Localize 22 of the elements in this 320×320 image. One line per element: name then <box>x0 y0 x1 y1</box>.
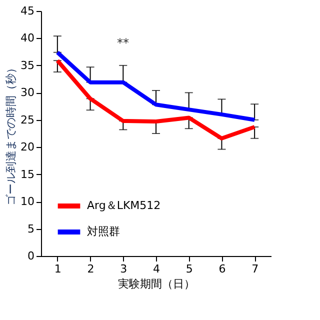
y-axis-title: ゴール到達までの時間（秒） <box>4 62 18 206</box>
y-tick-label: 20 <box>20 140 34 154</box>
x-tick-label: 5 <box>186 262 193 276</box>
y-tick-label: 10 <box>20 195 34 208</box>
x-tick-label: 1 <box>54 262 62 276</box>
y-tick-label: 0 <box>28 250 34 262</box>
y-tick-label: 30 <box>20 86 34 100</box>
y-tick-label: 45 <box>20 4 34 18</box>
y-tick-label: 35 <box>20 58 34 72</box>
x-axis-title: 実験期間（日） <box>118 278 195 290</box>
x-tick-label: 3 <box>120 262 128 276</box>
x-tick-label: 6 <box>218 262 226 276</box>
x-tick-label: 7 <box>252 262 259 276</box>
y-tick-label: 40 <box>20 32 34 45</box>
legend-label: Arg＆LKM512 <box>87 199 161 212</box>
x-tick-label: 4 <box>153 262 160 276</box>
annotation: ** <box>117 36 129 50</box>
legend-label: 対照群 <box>87 225 120 238</box>
y-tick-label: 25 <box>20 113 34 126</box>
y-tick-label: 15 <box>20 168 34 181</box>
x-tick-label: 2 <box>87 262 94 276</box>
y-tick-label: 5 <box>28 222 34 236</box>
